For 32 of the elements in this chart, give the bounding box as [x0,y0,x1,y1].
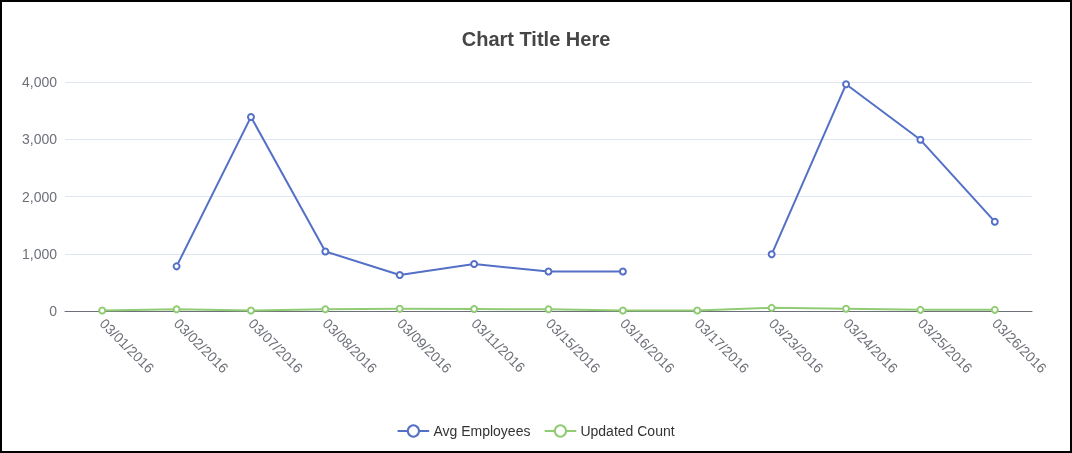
y-tick-label: 4,000 [21,74,58,90]
point [916,305,925,314]
point [172,262,181,271]
point [990,217,999,226]
point [842,304,851,313]
point [395,304,404,313]
point [544,305,553,314]
point [618,306,627,315]
point [395,270,404,279]
point [172,305,181,314]
point [767,303,776,312]
y-tick-label: 2,000 [21,188,58,205]
point [246,112,255,121]
point [98,306,107,315]
y-tick-label: 1,000 [21,245,58,262]
point [246,306,255,315]
point [544,267,553,276]
y-tick-label: 0 [49,303,58,319]
point [470,260,479,269]
point [618,267,627,276]
legend-label: Avg Employees [433,423,531,439]
point [321,247,330,256]
chart-title: Chart Title Here [461,28,611,50]
point [990,305,999,314]
point [767,250,776,259]
legend-label: Updated Count [580,423,675,439]
point [470,305,479,313]
point [321,305,330,314]
y-tick-label: 3,000 [21,131,58,148]
point [916,135,925,144]
point [842,80,851,89]
point [693,306,702,315]
